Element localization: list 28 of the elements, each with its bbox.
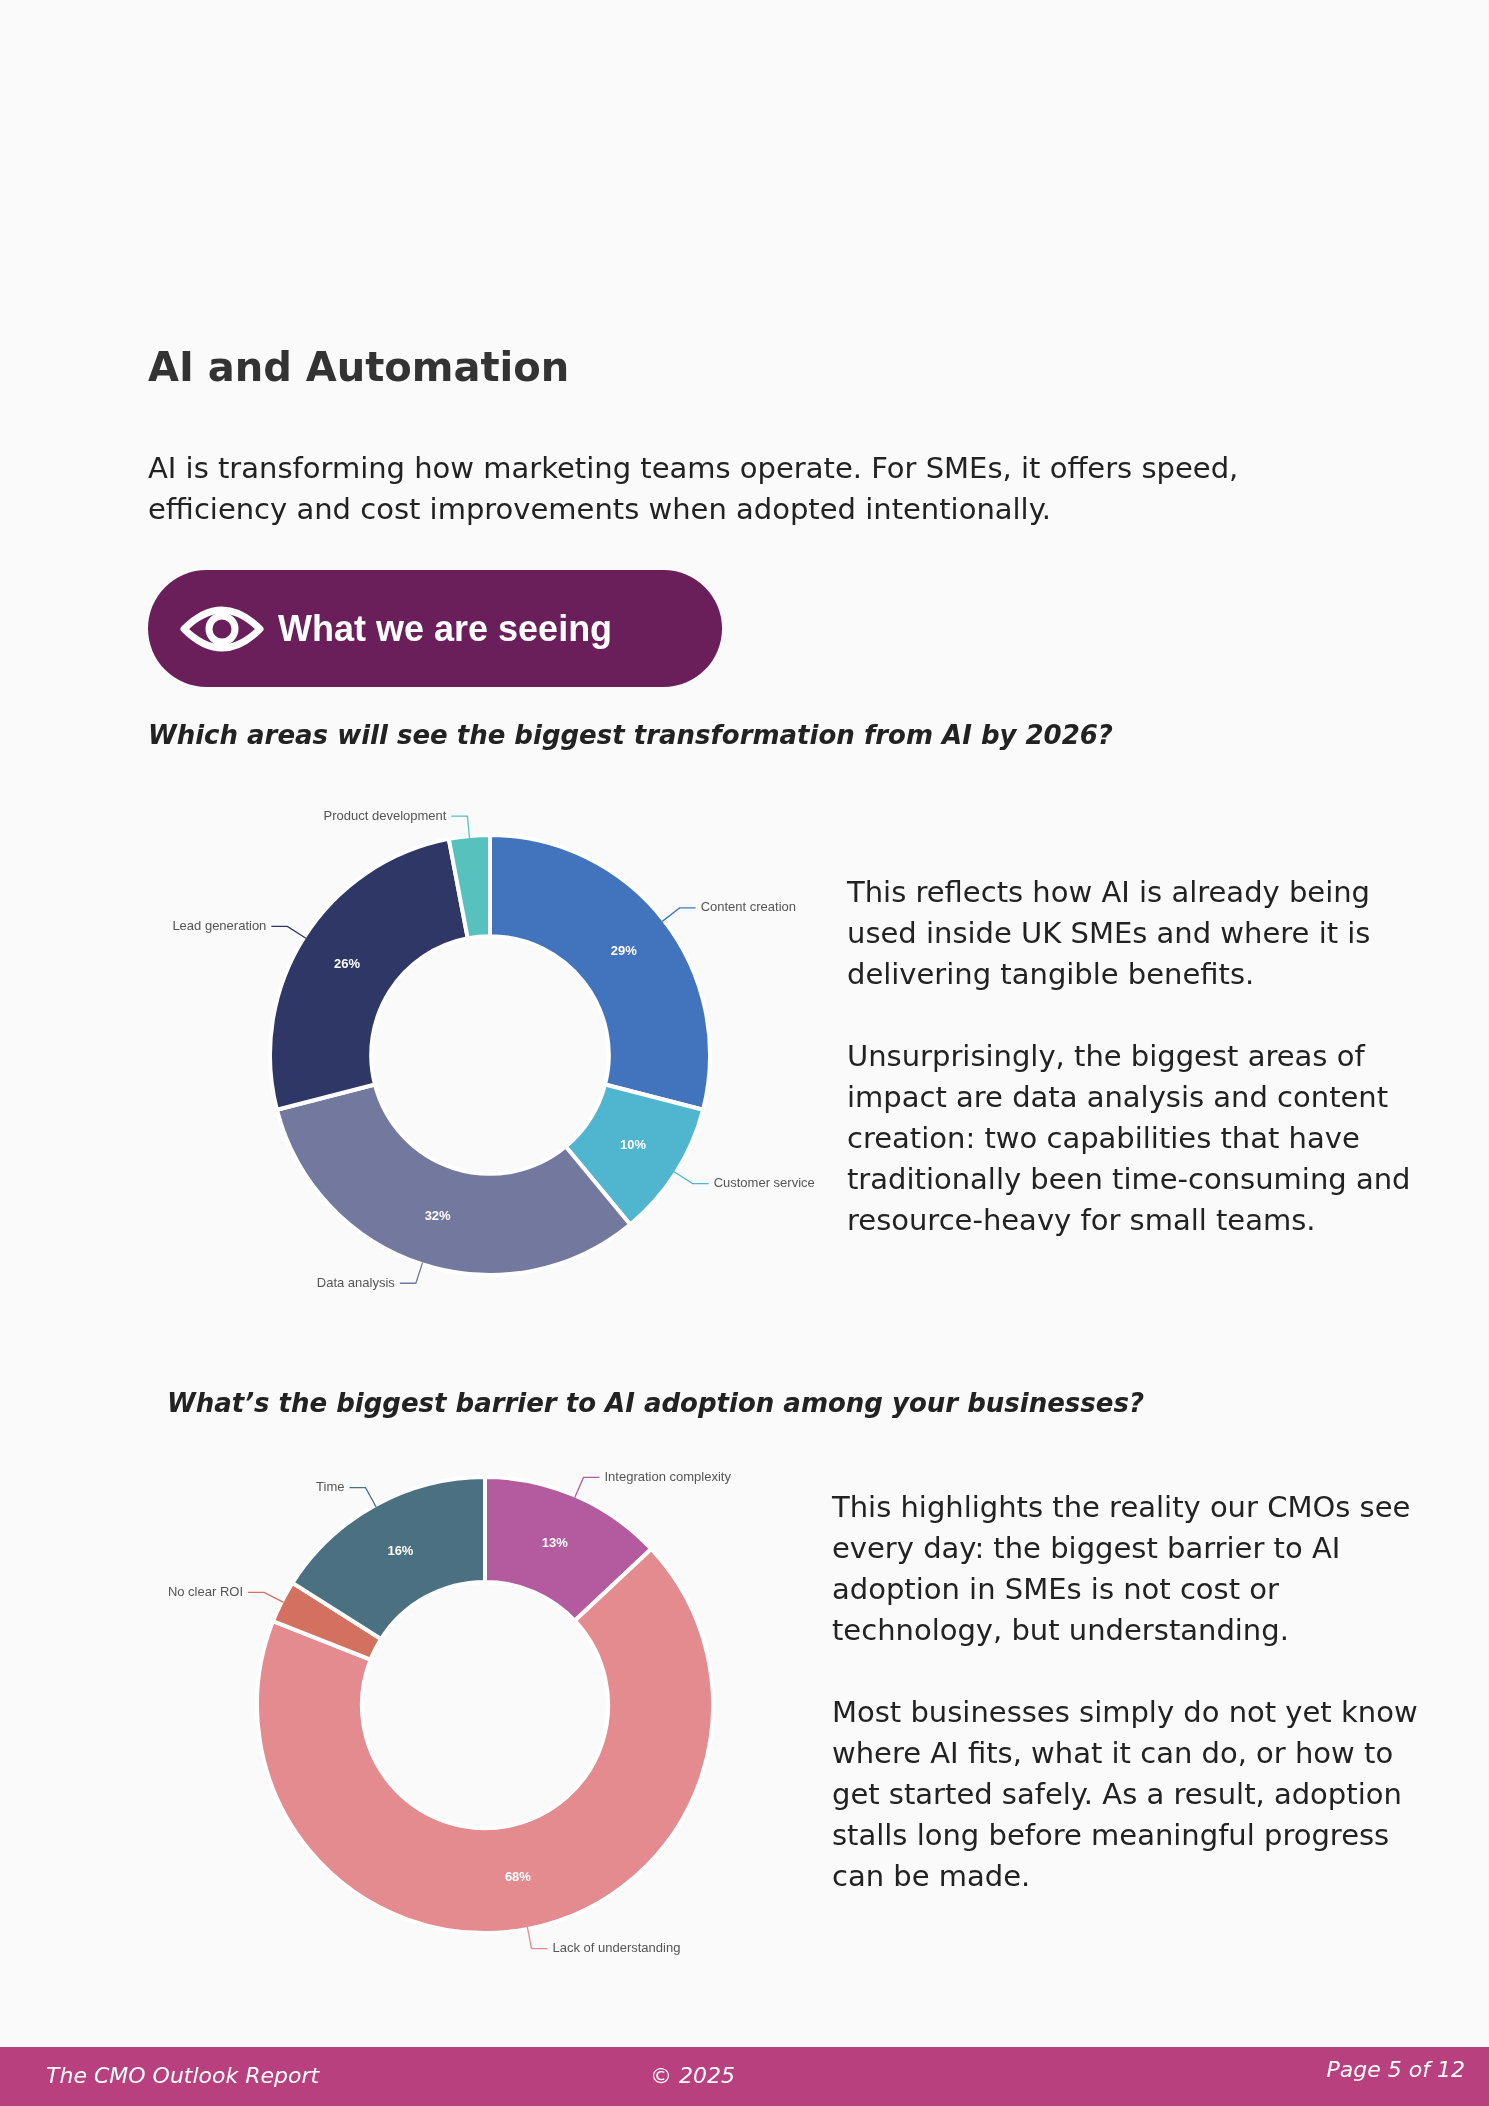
- data-label: 10%: [620, 1137, 647, 1153]
- data-label: 68%: [504, 1869, 532, 1885]
- slice-label: Content creation: [700, 899, 797, 915]
- data-label: 26%: [333, 955, 361, 971]
- data-label: 16%: [387, 1542, 414, 1558]
- text: This highlights the reality our CMOs see every day: the biggest barrier to AI adoption in SMEs is not cost or technology, but understanding.: [832, 1489, 1412, 1649]
- slice-label: No clear ROI: [167, 1583, 244, 1599]
- slice-label: Product development: [323, 807, 447, 823]
- chart-title: What’s the biggest barrier to AI adoption among your businesses?: [167, 1388, 1144, 1418]
- chart-title: Which areas will see the biggest transformation from AI by 2026?: [148, 720, 1113, 750]
- text: Most businesses simply do not yet know where AI fits, what it can do, or how to get started safely. As a result, adoption stalls long before meaningful progress can be made.: [832, 1694, 1419, 1895]
- text: AI is transforming how marketing teams operate. For SMEs, it offers speed, efficiency and cost improvements when adopted intentionally.: [148, 450, 1240, 528]
- slice-label: Lack of understanding: [552, 1940, 681, 1956]
- slice-label: Integration complexity: [604, 1468, 732, 1484]
- data-label: 32%: [424, 1207, 452, 1223]
- text: The CMO Outlook Report: [46, 2063, 320, 2088]
- heading-pill: What we are seeing: [148, 570, 722, 687]
- text: © 2025: [650, 2063, 735, 2088]
- text: This reflects how AI is already being used inside UK SMEs and where it is delivering tangible benefits.: [847, 874, 1372, 993]
- text: Unsurprisingly, the biggest areas of impact are data analysis and content creation: two capabilities that have traditionally been time-consuming and resource-heavy for small teams.: [847, 1038, 1412, 1239]
- slice-label: Data analysis: [316, 1274, 396, 1290]
- text: AI and Automation: [148, 344, 570, 390]
- data-label: 29%: [610, 942, 638, 958]
- slice-label: Lead generation: [172, 917, 267, 933]
- data-label: 13%: [541, 1535, 569, 1551]
- slice-label: Customer service: [713, 1175, 815, 1191]
- slice-label: Time: [316, 1479, 345, 1495]
- text: Page 5 of 12: [1326, 2057, 1465, 2082]
